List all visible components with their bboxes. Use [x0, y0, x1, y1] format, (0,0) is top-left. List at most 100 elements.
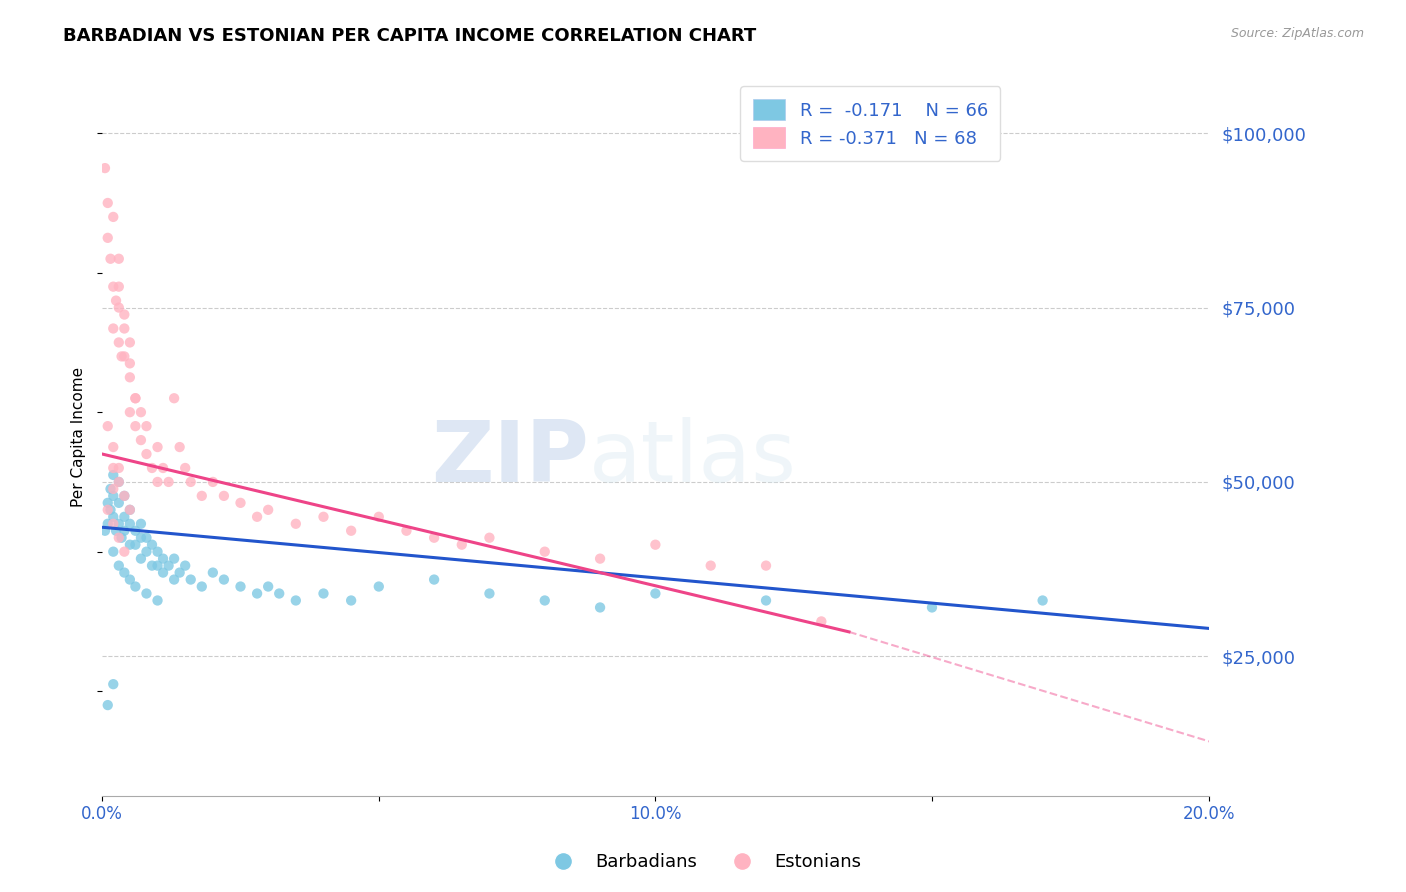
- Point: [201, 475, 224, 489]
- Point: [246, 586, 269, 600]
- Point: [229, 496, 252, 510]
- Point: [135, 447, 157, 461]
- Point: [174, 461, 197, 475]
- Point: [921, 600, 943, 615]
- Point: [146, 593, 169, 607]
- Point: [152, 461, 174, 475]
- Point: [163, 551, 186, 566]
- Point: [124, 524, 146, 538]
- Point: [340, 593, 363, 607]
- Point: [146, 475, 169, 489]
- Point: [257, 580, 280, 594]
- Point: [105, 524, 128, 538]
- Point: [118, 405, 141, 419]
- Point: [135, 531, 157, 545]
- Point: [129, 531, 152, 545]
- Point: [589, 551, 612, 566]
- Point: [246, 509, 269, 524]
- Point: [129, 405, 152, 419]
- Point: [108, 475, 131, 489]
- Point: [118, 503, 141, 517]
- Point: [212, 573, 235, 587]
- Point: [141, 461, 163, 475]
- Point: [112, 489, 135, 503]
- Point: [229, 580, 252, 594]
- Point: [108, 252, 131, 266]
- Point: [105, 293, 128, 308]
- Point: [169, 440, 191, 454]
- Point: [163, 573, 186, 587]
- Point: [478, 586, 501, 600]
- Point: [110, 531, 132, 545]
- Point: [284, 516, 307, 531]
- Point: [124, 391, 146, 405]
- Point: [108, 279, 131, 293]
- Point: [755, 558, 778, 573]
- Point: [103, 677, 125, 691]
- Point: [118, 335, 141, 350]
- Point: [100, 482, 122, 496]
- Point: [108, 496, 131, 510]
- Point: [644, 538, 666, 552]
- Point: [124, 580, 146, 594]
- Point: [450, 538, 472, 552]
- Point: [284, 593, 307, 607]
- Text: Source: ZipAtlas.com: Source: ZipAtlas.com: [1230, 27, 1364, 40]
- Point: [367, 580, 389, 594]
- Point: [129, 516, 152, 531]
- Point: [108, 531, 131, 545]
- Point: [163, 391, 186, 405]
- Y-axis label: Per Capita Income: Per Capita Income: [72, 367, 86, 507]
- Point: [94, 524, 117, 538]
- Point: [699, 558, 721, 573]
- Point: [100, 252, 122, 266]
- Text: ZIP: ZIP: [432, 417, 589, 500]
- Point: [129, 551, 152, 566]
- Point: [97, 419, 120, 434]
- Point: [478, 531, 501, 545]
- Point: [191, 580, 214, 594]
- Point: [103, 440, 125, 454]
- Point: [118, 573, 141, 587]
- Point: [135, 586, 157, 600]
- Point: [810, 615, 832, 629]
- Point: [118, 370, 141, 384]
- Point: [103, 210, 125, 224]
- Point: [191, 489, 214, 503]
- Text: BARBADIAN VS ESTONIAN PER CAPITA INCOME CORRELATION CHART: BARBADIAN VS ESTONIAN PER CAPITA INCOME …: [63, 27, 756, 45]
- Point: [108, 335, 131, 350]
- Point: [103, 482, 125, 496]
- Point: [212, 489, 235, 503]
- Point: [169, 566, 191, 580]
- Point: [103, 321, 125, 335]
- Point: [97, 496, 120, 510]
- Point: [533, 593, 555, 607]
- Point: [112, 308, 135, 322]
- Point: [146, 544, 169, 558]
- Point: [97, 516, 120, 531]
- Point: [146, 440, 169, 454]
- Point: [108, 558, 131, 573]
- Point: [103, 516, 125, 531]
- Point: [112, 489, 135, 503]
- Point: [269, 586, 291, 600]
- Point: [755, 593, 778, 607]
- Point: [112, 544, 135, 558]
- Point: [589, 600, 612, 615]
- Point: [312, 509, 335, 524]
- Point: [152, 566, 174, 580]
- Point: [108, 475, 131, 489]
- Point: [423, 531, 446, 545]
- Point: [257, 503, 280, 517]
- Point: [108, 301, 131, 315]
- Point: [180, 475, 202, 489]
- Point: [103, 279, 125, 293]
- Point: [100, 503, 122, 517]
- Point: [312, 586, 335, 600]
- Point: [135, 419, 157, 434]
- Point: [103, 467, 125, 482]
- Point: [124, 419, 146, 434]
- Point: [146, 558, 169, 573]
- Point: [141, 538, 163, 552]
- Point: [124, 391, 146, 405]
